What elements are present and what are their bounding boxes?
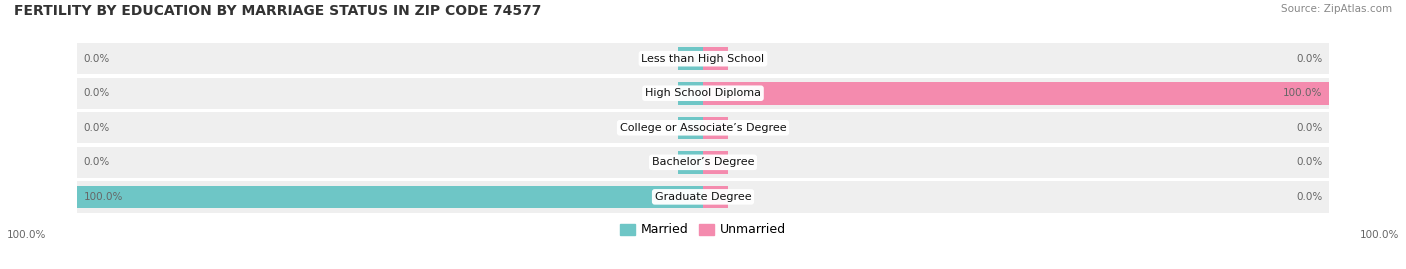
Text: 100.0%: 100.0% — [7, 230, 46, 240]
Text: Graduate Degree: Graduate Degree — [655, 192, 751, 202]
Text: 0.0%: 0.0% — [1296, 192, 1323, 202]
Text: 0.0%: 0.0% — [83, 88, 110, 98]
Bar — [77, 82, 1329, 105]
Text: 0.0%: 0.0% — [83, 157, 110, 167]
Text: 100.0%: 100.0% — [83, 192, 122, 202]
Text: Less than High School: Less than High School — [641, 54, 765, 64]
Text: 0.0%: 0.0% — [1296, 157, 1323, 167]
Bar — [703, 47, 728, 70]
Text: FERTILITY BY EDUCATION BY MARRIAGE STATUS IN ZIP CODE 74577: FERTILITY BY EDUCATION BY MARRIAGE STATU… — [14, 4, 541, 18]
Bar — [77, 186, 703, 208]
Text: High School Diploma: High School Diploma — [645, 88, 761, 98]
Bar — [678, 82, 703, 105]
Text: 0.0%: 0.0% — [83, 123, 110, 133]
Bar — [678, 47, 703, 70]
Bar — [77, 116, 1329, 139]
Bar — [703, 82, 1329, 105]
Text: 0.0%: 0.0% — [83, 54, 110, 64]
Bar — [77, 47, 1329, 70]
Bar — [678, 116, 703, 139]
Text: 0.0%: 0.0% — [1296, 123, 1323, 133]
Bar — [703, 116, 728, 139]
Bar — [77, 186, 1329, 208]
Legend: Married, Unmarried: Married, Unmarried — [614, 218, 792, 242]
Text: 100.0%: 100.0% — [1360, 230, 1399, 240]
Text: 100.0%: 100.0% — [1284, 88, 1323, 98]
Text: Source: ZipAtlas.com: Source: ZipAtlas.com — [1281, 4, 1392, 14]
Bar — [703, 151, 728, 174]
Text: 0.0%: 0.0% — [1296, 54, 1323, 64]
Text: Bachelor’s Degree: Bachelor’s Degree — [652, 157, 754, 167]
Bar — [77, 151, 1329, 174]
Bar — [678, 151, 703, 174]
Bar — [703, 186, 728, 208]
Text: College or Associate’s Degree: College or Associate’s Degree — [620, 123, 786, 133]
